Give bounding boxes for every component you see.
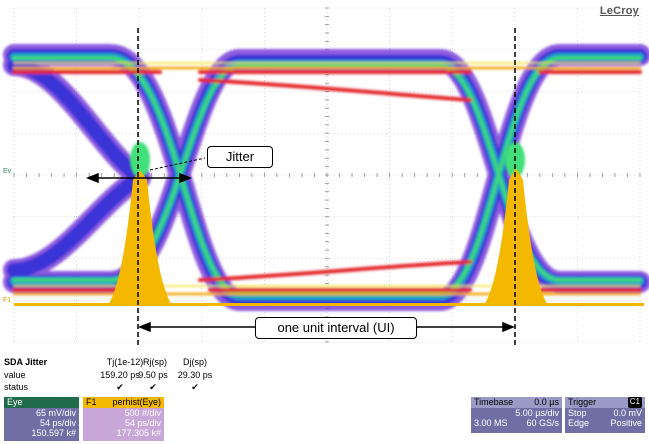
trigger-descriptor[interactable]: Trigger C1 Stop 0.0 mV Edge Positive <box>565 397 645 433</box>
dj-status-check-icon: ✔ <box>191 382 199 392</box>
row-label-status: status <box>4 382 29 392</box>
sda-jitter-table: SDA Jitter Tj(1e-12) Rj(sp) Dj(sp) value… <box>0 348 460 398</box>
col-tj: Tj(1e-12) <box>106 357 144 367</box>
jitter-callout: Jitter <box>207 146 273 168</box>
ev-marker: Ev <box>3 168 12 175</box>
row-label-value: value <box>4 370 26 380</box>
timebase-title: Timebase <box>474 397 514 407</box>
ui-cursors <box>137 28 516 345</box>
trigger-title: Trigger <box>568 397 597 407</box>
f1-marker: F1 <box>3 297 11 304</box>
trigger-mode: Stop <box>568 408 587 418</box>
eye-trace-descriptor[interactable]: Eye 65 mV/div 54 ps/div 150.597 k# <box>4 397 79 441</box>
timebase-sample-rate: 60 GS/s <box>526 418 559 428</box>
lecroy-logo: LeCroy <box>599 5 639 17</box>
ui-callout: one unit interval (UI) <box>255 317 417 339</box>
f1-trace-descriptor[interactable]: F1 perhist(Eye) 500 #/div 54 ps/div 177.… <box>83 397 164 441</box>
f1-trace-line-3: 177.305 k# <box>116 428 161 438</box>
f1-trace-id: F1 <box>86 397 97 407</box>
trigger-type: Edge <box>568 418 590 428</box>
f1-trace-line-1: 500 #/div <box>124 408 161 418</box>
rj-status-check-icon: ✔ <box>149 382 157 392</box>
eye-trace-line-3: 150.597 k# <box>31 428 76 438</box>
timebase-descriptor[interactable]: Timebase 0.0 µs 5.00 µs/div 3.00 MS 60 GS… <box>471 397 562 433</box>
dj-value: 29.30 ps <box>177 370 213 380</box>
rj-value: 9.50 ps <box>138 370 168 380</box>
trigger-channel: C1 <box>627 397 642 408</box>
eye-trace-line-2: 54 ps/div <box>39 418 76 428</box>
f1-trace-line-2: 54 ps/div <box>124 418 161 428</box>
timebase-samples: 3.00 MS <box>474 418 508 428</box>
sda-title: SDA Jitter <box>4 357 48 367</box>
eye-diagram-plot: Ev F1 <box>3 7 649 345</box>
col-rj: Rj(sp) <box>143 357 167 367</box>
f1-trace-label: perhist(Eye) <box>112 397 161 407</box>
timebase-offset: 0.0 µs <box>534 397 559 407</box>
col-dj: Dj(sp) <box>183 357 207 367</box>
tj-value: 159.20 ps <box>100 370 140 380</box>
level-markers: Ev F1 <box>3 168 12 304</box>
timebase-per-div: 5.00 µs/div <box>515 408 559 418</box>
jitter-histogram <box>14 168 644 306</box>
jitter-arrow <box>85 157 206 184</box>
trigger-slope: Positive <box>610 418 642 428</box>
tj-status-check-icon: ✔ <box>116 382 124 392</box>
grid-ticks <box>13 7 641 343</box>
eye-trace-line-1: 65 mV/div <box>35 408 76 418</box>
trigger-level: 0.0 mV <box>613 408 642 418</box>
eye-trace-label: Eye <box>4 397 79 408</box>
